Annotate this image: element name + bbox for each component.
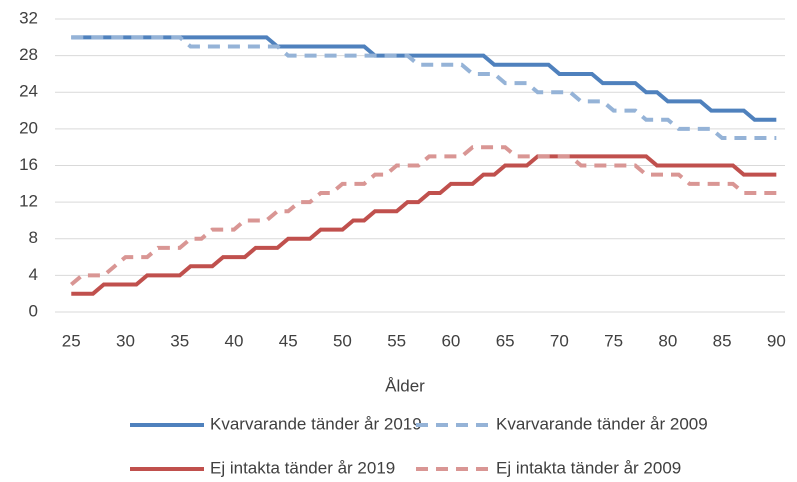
x-axis-title: Ålder bbox=[385, 376, 425, 395]
x-tick-label: 25 bbox=[62, 331, 81, 350]
y-tick-label: 8 bbox=[29, 228, 38, 247]
x-tick-label: 45 bbox=[279, 331, 298, 350]
y-tick-label: 20 bbox=[19, 118, 38, 137]
x-tick-label: 35 bbox=[170, 331, 189, 350]
series-line bbox=[69, 145, 777, 287]
x-tick-label: 75 bbox=[604, 331, 623, 350]
legend-label: Ej intakta tänder år 2019 bbox=[210, 458, 395, 477]
x-tick-label: 65 bbox=[496, 331, 515, 350]
x-tick-label: 55 bbox=[387, 331, 406, 350]
x-tick-label: 80 bbox=[658, 331, 677, 350]
y-tick-label: 12 bbox=[19, 192, 38, 211]
x-tick-label: 70 bbox=[550, 331, 569, 350]
legend-label: Ej intakta tänder år 2009 bbox=[496, 458, 681, 477]
legend-label: Kvarvarande tänder år 2019 bbox=[210, 414, 422, 433]
y-tick-label: 32 bbox=[19, 8, 38, 27]
x-tick-label: 85 bbox=[713, 331, 732, 350]
y-tick-label: 0 bbox=[29, 301, 38, 320]
y-tick-label: 28 bbox=[19, 45, 38, 64]
x-tick-label: 50 bbox=[333, 331, 352, 350]
x-tick-label: 30 bbox=[116, 331, 135, 350]
y-tick-label: 4 bbox=[29, 265, 38, 284]
series-line bbox=[71, 35, 777, 122]
y-tick-label: 24 bbox=[19, 82, 38, 101]
y-tick-label: 16 bbox=[19, 155, 38, 174]
x-tick-label: 90 bbox=[767, 331, 786, 350]
legend-label: Kvarvarande tänder år 2009 bbox=[496, 414, 708, 433]
series-line bbox=[71, 154, 777, 296]
x-tick-label: 60 bbox=[441, 331, 460, 350]
series-line bbox=[71, 35, 777, 141]
x-tick-label: 40 bbox=[225, 331, 244, 350]
